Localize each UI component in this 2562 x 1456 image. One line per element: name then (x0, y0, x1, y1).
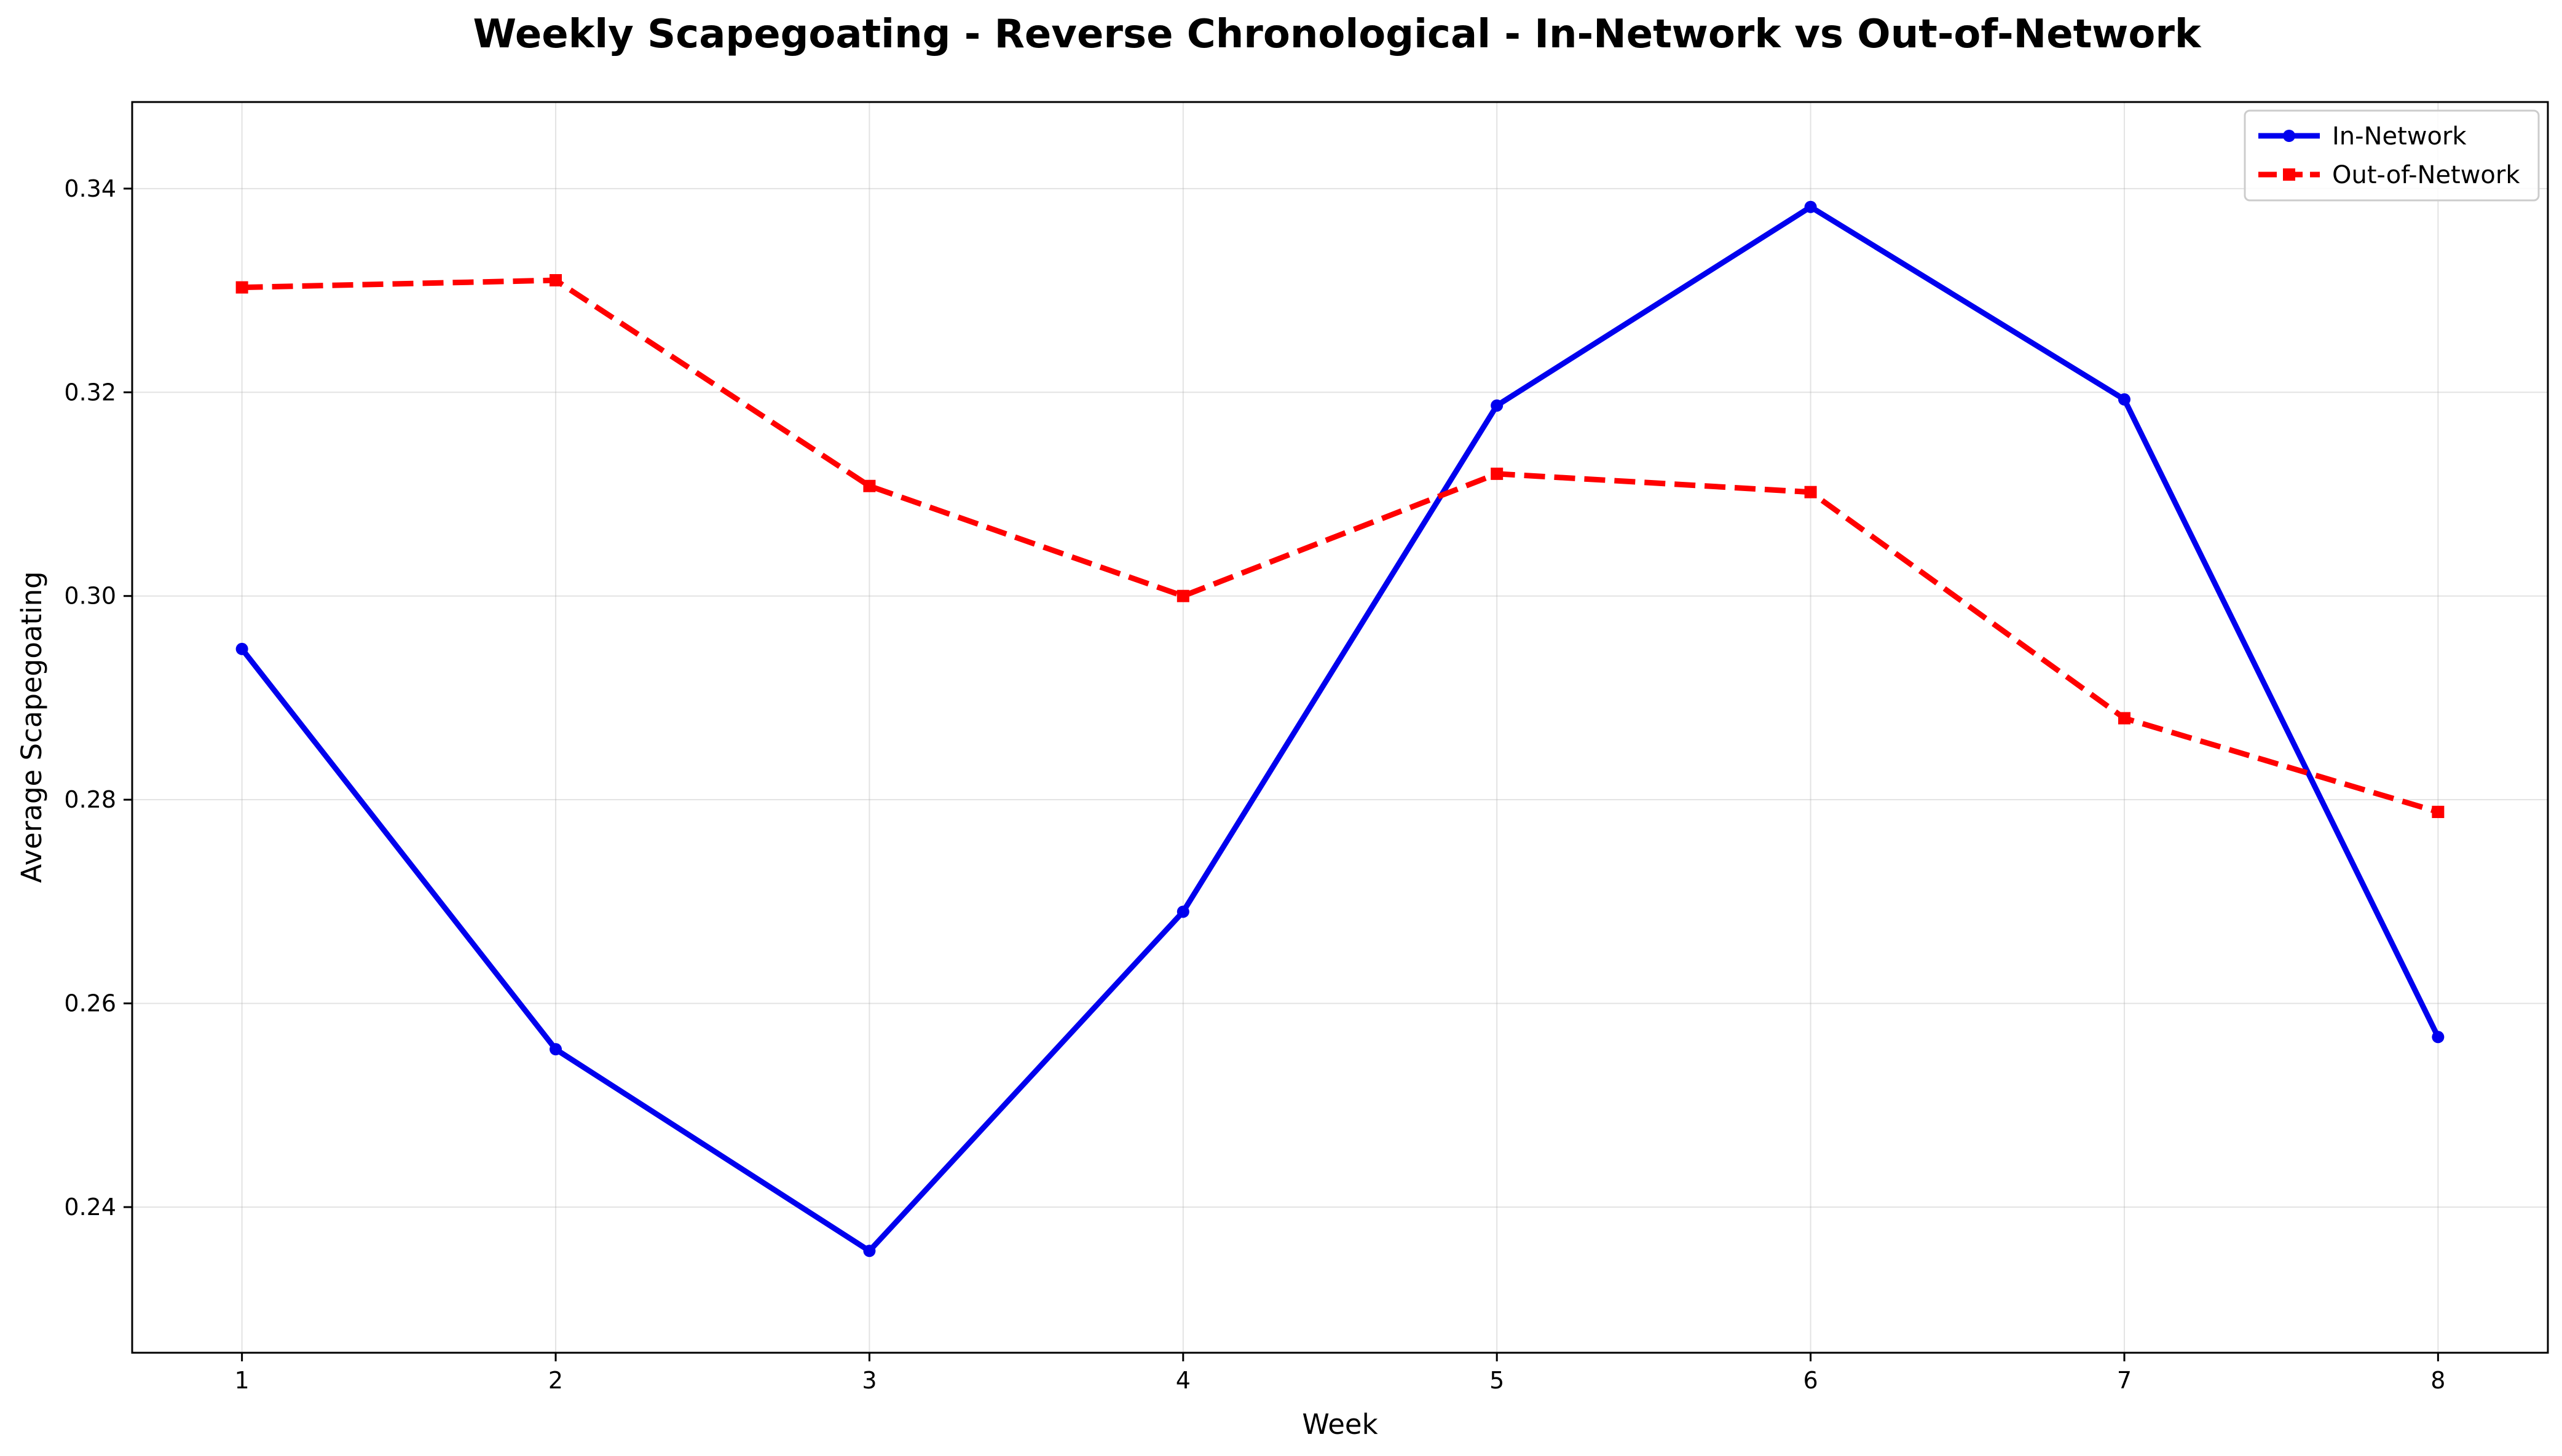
data-point (1491, 399, 1504, 412)
data-point (1177, 589, 1189, 602)
y-axis-label: Average Scapegoating (15, 571, 48, 883)
data-point (2118, 712, 2130, 725)
data-point (2432, 806, 2445, 819)
data-point (235, 642, 248, 655)
data-point (550, 1043, 562, 1056)
x-tick-label: 2 (548, 1367, 563, 1394)
data-point (2118, 393, 2130, 406)
data-point (550, 274, 562, 287)
legend: In-Network Out-of-Network (2244, 109, 2540, 202)
data-point (2432, 1031, 2445, 1044)
x-tick-label: 8 (2430, 1367, 2445, 1394)
series-lines (235, 200, 2445, 1257)
x-axis-ticks: 1 2 3 4 5 6 7 8 (235, 1353, 2445, 1394)
legend-marker (2283, 130, 2295, 142)
legend-label: In-Network (2332, 122, 2467, 151)
y-tick-label: 0.34 (64, 175, 116, 202)
data-point (863, 1245, 876, 1257)
legend-label: Out-of-Network (2332, 161, 2520, 189)
y-tick-label: 0.32 (64, 379, 116, 406)
series-line-out-of-network (242, 277, 2439, 815)
legend-item-in-network: In-Network (2258, 122, 2467, 151)
x-tick-label: 7 (2117, 1367, 2132, 1394)
legend-marker (2283, 168, 2295, 181)
y-tick-label: 0.30 (64, 583, 116, 610)
series-out-of-network (235, 274, 2445, 819)
x-axis-label: Week (1302, 1408, 1378, 1441)
data-point (1491, 467, 1504, 480)
y-axis-ticks: 0.24 0.26 0.28 0.30 0.32 0.34 (64, 175, 132, 1221)
x-tick-label: 3 (862, 1367, 877, 1394)
x-tick-label: 4 (1176, 1367, 1191, 1394)
legend-item-out-of-network: Out-of-Network (2258, 161, 2520, 189)
chart-title: Weekly Scapegoating - Reverse Chronologi… (473, 12, 2202, 57)
plot-frame (131, 101, 2549, 1354)
data-point (1804, 200, 1817, 213)
y-tick-label: 0.26 (64, 990, 116, 1017)
gridlines (132, 102, 2548, 1353)
series-in-network (235, 200, 2445, 1257)
x-tick-label: 5 (1489, 1367, 1504, 1394)
data-point (863, 479, 876, 492)
x-tick-label: 6 (1803, 1367, 1818, 1394)
series-line-in-network (240, 204, 2441, 1254)
data-point (235, 281, 248, 294)
y-tick-label: 0.28 (64, 786, 116, 813)
y-tick-label: 0.24 (64, 1194, 116, 1221)
data-point (1177, 905, 1189, 918)
x-tick-label: 1 (235, 1367, 250, 1394)
data-point (1804, 486, 1817, 498)
